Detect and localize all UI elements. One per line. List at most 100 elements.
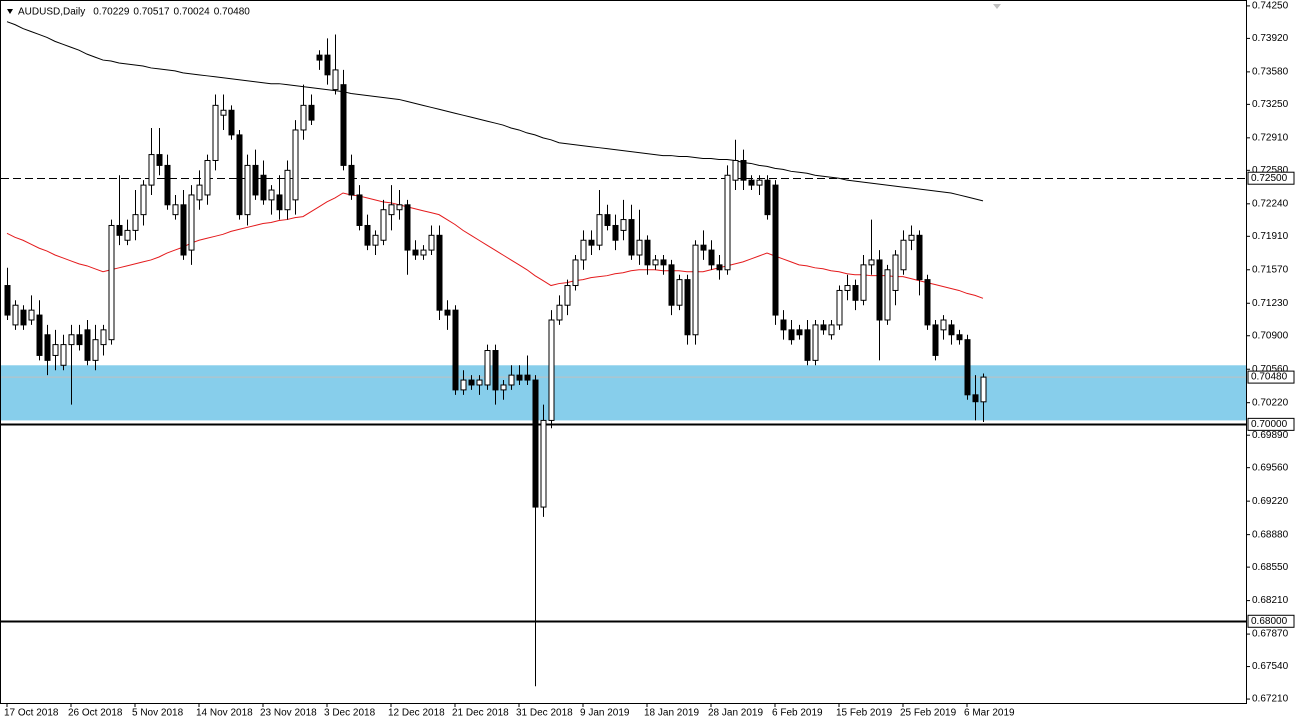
x-tick-label: 9 Jan 2019 [580,708,630,719]
candle-body-down [964,339,971,396]
candle-body-down [324,54,331,76]
candle-body-down [684,279,691,336]
candle-body-down [492,350,499,391]
chart-title: AUDUSD,Daily [18,7,85,18]
x-tick-label: 25 Feb 2019 [900,708,957,719]
support-zone [1,365,1246,421]
candle-body-up [380,209,387,241]
candle-body-up [268,189,275,201]
price-tag-label: 0.70000 [1251,419,1288,430]
candle-body-up [980,376,987,403]
price-tag-label: 0.68000 [1251,616,1288,627]
candle-body-up [556,304,563,321]
candle-body-up [196,184,203,201]
candle-body-down [276,194,283,211]
candle-body-down [116,224,123,236]
candle-body-up [52,344,59,356]
y-tick-label: 0.68550 [1252,562,1289,573]
candle-body-down [316,54,323,61]
y-tick-label: 0.74250 [1252,1,1289,12]
y-tick-label: 0.68210 [1252,595,1289,606]
candle-body-up [188,194,195,251]
candle-body-up [300,104,307,131]
x-tick-label: 26 Oct 2018 [68,708,123,719]
candle-body-down [612,224,619,241]
candle-body-down [820,324,827,331]
candle-body-down [412,249,419,256]
candle-body-up [132,214,139,231]
candle-body-down [876,259,883,321]
candle-body-up [828,324,835,336]
y-tick-label: 0.72910 [1252,132,1289,143]
candle-body-up [652,259,659,266]
shift-marker [993,4,1001,9]
candle-body-down [252,164,259,196]
candle-body-down [740,159,747,181]
candle-body-up [476,379,483,386]
candle-body-up [692,244,699,336]
candle-body-down [916,234,923,281]
x-tick-label: 21 Dec 2018 [452,708,509,719]
y-tick-label: 0.69890 [1252,430,1289,441]
candle-body-up [676,279,683,306]
candle-body-down [44,334,51,361]
y-tick-label: 0.72580 [1252,165,1289,176]
candle-body-down [164,164,171,206]
y-tick-label: 0.69220 [1252,496,1289,507]
candle-body-up [108,224,115,341]
price-tag-label: 0.70480 [1251,372,1288,383]
y-tick-label: 0.67210 [1252,694,1289,705]
candle-body-down [748,179,755,186]
candle-body-up [12,304,19,326]
price-tag-label: 0.72500 [1251,173,1288,184]
candle-body-down [604,214,611,226]
candle-body-up [92,339,99,361]
x-tick-label: 15 Feb 2019 [836,708,893,719]
candle-body-up [220,109,227,116]
candle-body-up [844,285,851,291]
candle-body-up [580,239,587,261]
quote-value: 0.70480 [214,7,251,18]
x-tick-label: 5 Nov 2018 [132,708,184,719]
candle-body-down [308,104,315,121]
candle-body-up [884,269,891,321]
candle-body-down [948,324,955,336]
y-tick-label: 0.70560 [1252,364,1289,375]
price-tag [1247,417,1295,431]
candle-body-up [900,239,907,271]
candle-body-down [84,329,91,361]
candle-body-down [260,174,267,201]
candle-body-up [284,169,291,211]
candle-body-up [460,379,467,391]
candle-body-up [756,179,763,186]
candle-body-down [452,309,459,391]
candle-body-down [804,329,811,361]
plot-area [1,21,1246,687]
candle-body-down [468,379,475,386]
candle-body-down [532,379,539,508]
candle-body-down [972,394,979,403]
candle-body-down [924,279,931,326]
candle-body-down [716,264,723,271]
candle-body-down [404,204,411,251]
y-tick-label: 0.70220 [1252,397,1289,408]
y-tick-label: 0.71570 [1252,264,1289,275]
y-tick-label: 0.72240 [1252,198,1289,209]
candle-body-up [372,234,379,246]
candle-body-up [428,234,435,251]
candle-body-up [836,289,843,326]
x-tick-label: 3 Dec 2018 [324,708,376,719]
candle-body-up [68,334,75,346]
candle-body-up [484,350,491,386]
candle-body-up [732,159,739,181]
x-tick-label: 28 Jan 2019 [708,708,763,719]
candle-body-up [892,254,899,291]
candle-body-down [764,179,771,216]
candle-body-down [236,134,243,216]
x-tick-label: 14 Nov 2018 [196,708,253,719]
candle-body-up [60,344,67,366]
candle-body-up [420,249,427,256]
candle-body-down [364,224,371,246]
